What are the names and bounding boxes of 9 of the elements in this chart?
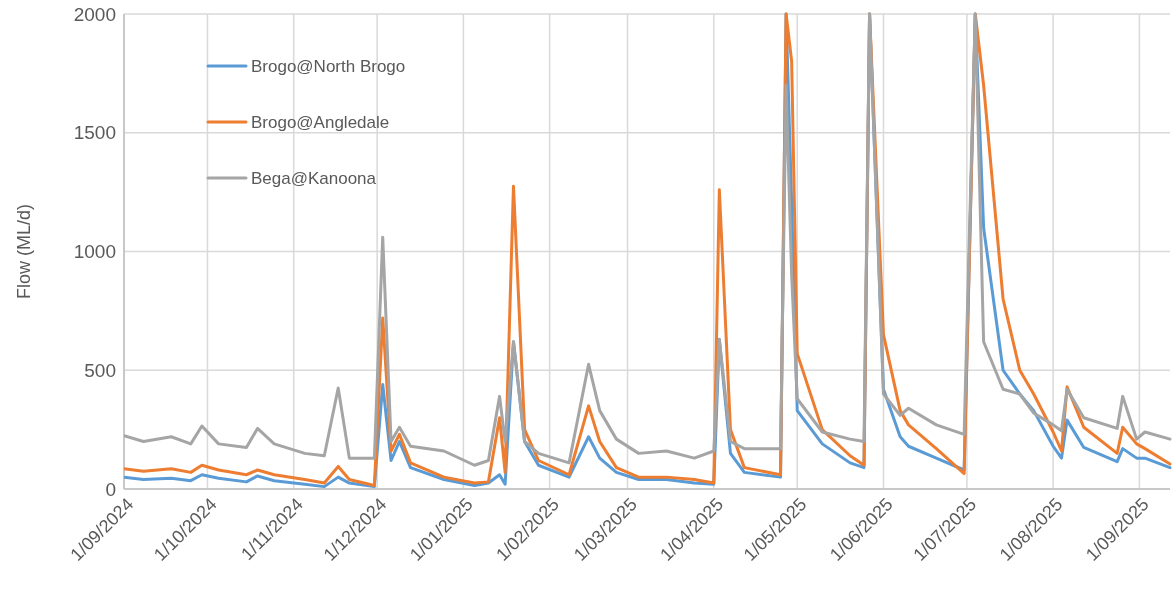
y-tick-label: 1000 [73,241,116,263]
y-tick-label: 500 [84,359,116,381]
y-tick-label: 1500 [73,122,116,144]
legend-label: Brogo@Angledale [251,112,390,132]
legend-label: Bega@Kanoona [251,168,377,188]
y-axis-title: Flow (ML/d) [14,203,34,300]
legend-label: Brogo@North Brogo [251,56,406,76]
y-tick-label: 2000 [73,3,116,25]
y-tick-label: 0 [105,478,116,500]
